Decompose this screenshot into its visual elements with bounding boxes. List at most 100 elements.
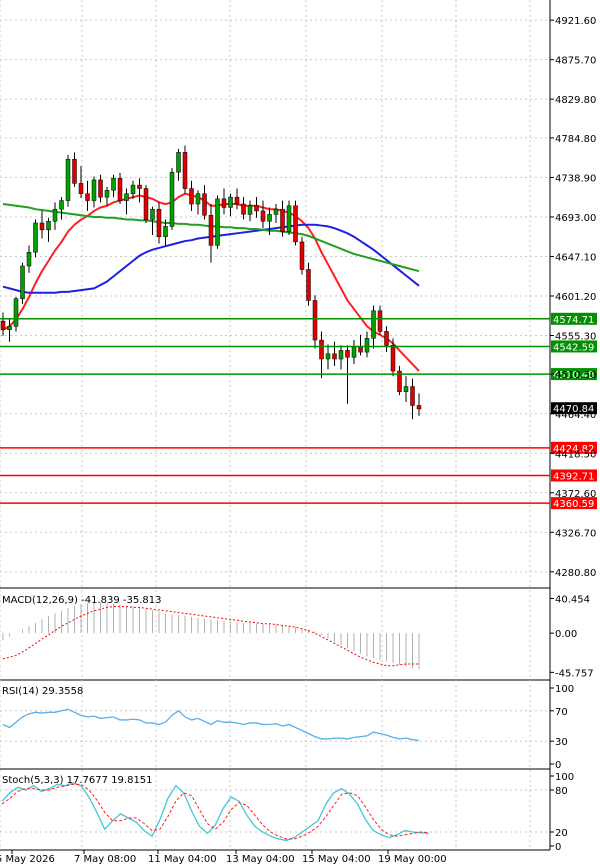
candle[interactable] — [286, 200, 292, 236]
candle[interactable] — [410, 378, 415, 420]
indicator-tick-label: 30 — [555, 737, 568, 748]
candle-body — [26, 251, 32, 267]
candle[interactable] — [46, 217, 51, 242]
candle[interactable] — [52, 202, 58, 230]
rsi-title: RSI(14) 29.3558 — [2, 686, 83, 697]
candle[interactable] — [397, 365, 402, 396]
indicator-tick-label: 0.00 — [555, 629, 577, 640]
candle[interactable] — [338, 345, 344, 370]
price-axis: 4921.60 4875.70 4829.80 4784.80 4738.90 4693.… — [550, 16, 596, 579]
candle-body — [312, 300, 318, 341]
candle[interactable] — [20, 262, 25, 304]
candle[interactable] — [33, 219, 38, 258]
candle-body — [202, 193, 207, 216]
time-tick-label: 19 May 00:00 — [378, 854, 447, 865]
price-tick-label: 4326.70 — [555, 528, 596, 539]
level-label-box — [551, 469, 597, 482]
candle[interactable] — [299, 236, 305, 275]
candle[interactable] — [137, 178, 142, 203]
rsi-line — [2, 708, 420, 742]
candle[interactable] — [241, 197, 246, 220]
candle[interactable] — [221, 188, 227, 215]
stoch-title: Stoch(5,3,3) 17.7677 19.8151 — [2, 775, 153, 786]
candle[interactable] — [312, 295, 318, 349]
candle[interactable] — [163, 219, 168, 246]
price-tick-label: 4738.90 — [555, 173, 596, 184]
level-label-box — [551, 497, 597, 510]
candle-body — [403, 386, 409, 392]
candle[interactable] — [7, 318, 12, 342]
candle[interactable] — [169, 167, 175, 230]
time-tick-label: 5 May 2026 — [0, 854, 55, 865]
candle[interactable] — [208, 204, 214, 263]
candle[interactable] — [117, 173, 123, 205]
rsi-panel[interactable]: 100 70 30 0 — [0, 684, 574, 771]
candle[interactable] — [130, 180, 136, 199]
current-price-label: 4470.84 — [553, 404, 594, 415]
candle[interactable] — [293, 200, 298, 246]
candle-body — [384, 331, 389, 346]
candle-body — [189, 188, 194, 205]
candle[interactable] — [325, 344, 331, 370]
candle-body — [319, 339, 324, 360]
price-tick-label: 4693.00 — [555, 213, 596, 224]
candle[interactable] — [156, 202, 162, 244]
candle[interactable] — [280, 200, 285, 237]
candle[interactable] — [234, 188, 240, 210]
candle[interactable] — [65, 154, 71, 207]
candle[interactable] — [260, 200, 266, 229]
level-label-box — [551, 340, 597, 353]
candle[interactable] — [189, 180, 194, 211]
candle[interactable] — [85, 180, 90, 211]
candle[interactable] — [215, 195, 220, 249]
candle-body — [371, 310, 376, 339]
candle[interactable] — [91, 176, 97, 208]
candle[interactable] — [124, 188, 129, 215]
candle[interactable] — [39, 210, 45, 239]
candle[interactable] — [72, 152, 77, 187]
candle[interactable] — [254, 197, 259, 218]
current-price-box — [551, 402, 597, 415]
candle[interactable] — [59, 197, 64, 220]
candle[interactable] — [364, 331, 370, 358]
candle-body — [65, 159, 71, 201]
candle[interactable] — [319, 331, 324, 378]
price-panel[interactable] — [0, 145, 422, 420]
candle[interactable] — [104, 186, 110, 206]
candle[interactable] — [150, 206, 155, 236]
candle[interactable] — [176, 148, 181, 181]
stoch-panel[interactable]: 100 80 20 0 — [0, 772, 574, 853]
candle[interactable] — [306, 262, 311, 306]
candle[interactable] — [78, 166, 84, 199]
indicator-tick-label: -45.757 — [555, 668, 594, 679]
candle[interactable] — [416, 393, 422, 416]
candle[interactable] — [98, 174, 103, 203]
candle[interactable] — [390, 338, 396, 377]
candle[interactable] — [371, 305, 376, 349]
candle[interactable] — [384, 326, 389, 353]
candle-body — [150, 208, 155, 220]
candle[interactable] — [267, 207, 272, 236]
candle[interactable] — [0, 312, 6, 336]
candle[interactable] — [247, 200, 253, 222]
macd-panel[interactable]: 40.454 0.00 -45.757 — [2, 594, 594, 679]
candle[interactable] — [182, 145, 188, 194]
price-levels: 4574.71 4542.59 4510.48 4424.82 4392.71 4360.… — [0, 312, 597, 510]
candle[interactable] — [403, 376, 409, 403]
level-label: 4510.48 — [553, 370, 594, 381]
candle-body — [332, 353, 337, 360]
price-tick-label: 4601.20 — [555, 292, 596, 303]
candle-body — [46, 221, 51, 231]
candle[interactable] — [111, 174, 116, 198]
candle[interactable] — [195, 190, 201, 215]
candle[interactable] — [26, 245, 32, 273]
candle[interactable] — [202, 185, 207, 220]
candle[interactable] — [228, 193, 233, 217]
candle[interactable] — [13, 297, 19, 332]
price-tick-label: 4280.80 — [555, 568, 596, 579]
candle[interactable] — [273, 204, 279, 223]
candle-body — [13, 298, 19, 327]
candle[interactable] — [143, 185, 149, 223]
candle[interactable] — [377, 305, 383, 335]
